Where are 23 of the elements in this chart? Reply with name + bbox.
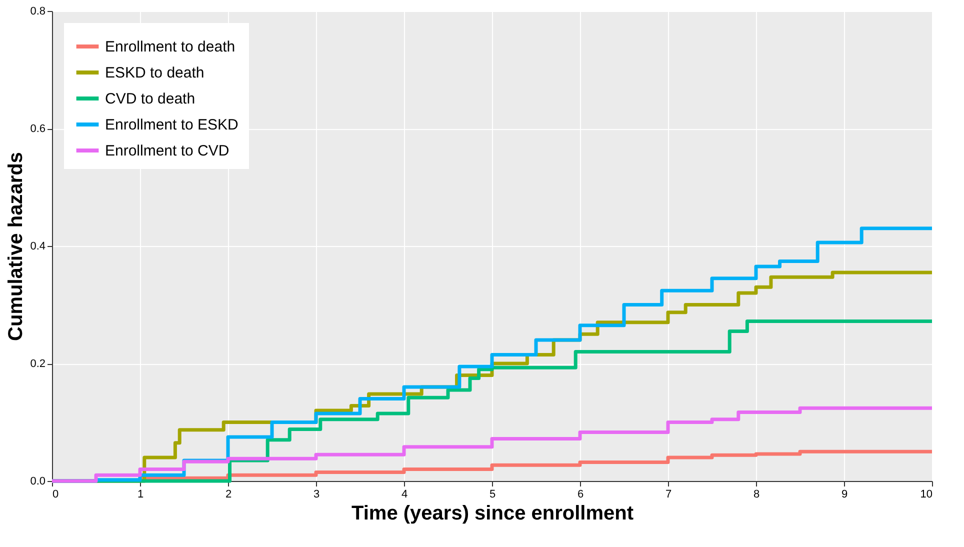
y-tick-label: 0.2 (30, 358, 46, 370)
x-tick-label: 1 (137, 488, 144, 500)
y-tick-label: 0.0 (30, 476, 46, 488)
x-tick-label: 5 (489, 488, 496, 500)
legend-label: Enrollment to CVD (105, 142, 230, 160)
x-tick-label: 6 (577, 488, 584, 500)
x-tick-label: 7 (665, 488, 672, 500)
legend-label: CVD to death (105, 90, 196, 108)
x-axis-title: Time (years) since enrollment (352, 502, 634, 524)
x-tick-label: 9 (841, 488, 848, 500)
x-tick-label: 0 (52, 488, 59, 500)
y-axis-title: Cumulative hazards (5, 152, 28, 341)
x-tick-label: 4 (401, 488, 408, 500)
x-tick-label: 10 (920, 488, 932, 500)
y-tick-label: 0.8 (30, 6, 46, 18)
y-tick-label: 0.4 (30, 240, 46, 252)
x-tick-label: 3 (313, 488, 320, 500)
x-tick-label: 2 (225, 488, 232, 500)
legend-label: Enrollment to death (105, 38, 236, 56)
legend-label: Enrollment to ESKD (105, 116, 239, 134)
legend-label: ESKD to death (105, 64, 204, 82)
y-tick-label: 0.6 (30, 123, 46, 135)
x-tick-label: 8 (753, 488, 760, 500)
